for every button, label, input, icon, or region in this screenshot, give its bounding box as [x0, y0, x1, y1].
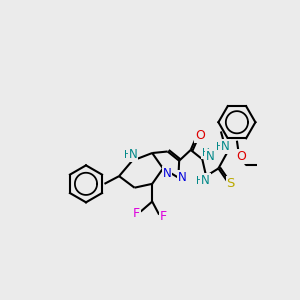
Text: S: S	[226, 177, 235, 190]
Text: H: H	[124, 150, 132, 160]
Text: O: O	[236, 150, 246, 163]
Text: O: O	[195, 129, 205, 142]
Text: N: N	[163, 167, 171, 180]
Text: N: N	[221, 140, 230, 153]
Text: H: H	[196, 176, 204, 186]
Text: N: N	[201, 174, 210, 187]
Text: N: N	[206, 150, 215, 163]
Text: F: F	[133, 207, 140, 220]
Text: H: H	[202, 148, 210, 158]
Text: F: F	[160, 210, 167, 223]
Text: H: H	[216, 142, 224, 152]
Text: N: N	[178, 171, 187, 184]
Text: N: N	[129, 148, 137, 161]
